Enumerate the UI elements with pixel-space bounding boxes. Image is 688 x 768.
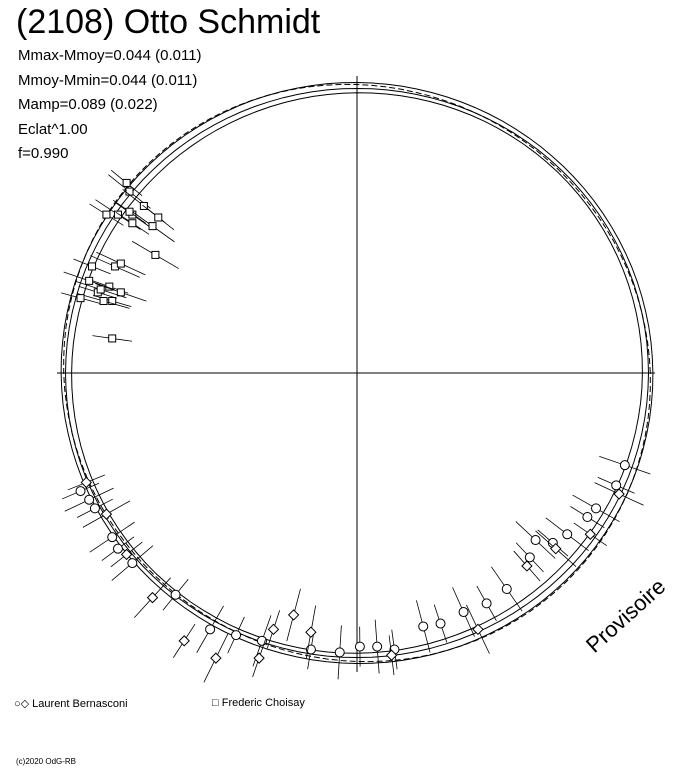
data-point [385,635,398,676]
data-point [305,629,316,670]
legend-symbol-square: □ [212,697,219,709]
data-point [515,542,544,573]
curve-fit [63,83,651,663]
data-point [92,334,133,343]
data-point [545,517,589,552]
data-point [63,271,115,291]
data-point [142,204,175,231]
data-point [572,494,620,523]
data-point [77,293,130,309]
data-point [535,530,577,567]
stat-eclat: Eclat^1.00 [18,120,88,138]
data-point [196,605,224,653]
legend-symbol-circle-diamond: ○◇ [14,698,30,710]
legend-label-bernasconi: Laurent Bernasconi [32,698,128,710]
data-point [372,619,383,674]
data-point [452,587,475,637]
data-point [131,240,179,269]
data-point [599,455,651,475]
curve-mean [64,87,650,659]
data-point [89,203,124,226]
data-point [110,169,143,196]
data-point [491,566,523,612]
data-point [513,550,541,582]
data-point [92,294,132,308]
stat-mamp: Mamp=0.089 (0.022) [18,96,158,113]
data-point [476,585,497,622]
stat-mmax-mmoy: Mmax-Mmoy=0.044 (0.011) [18,47,202,64]
legend-label-choisay: Frederic Choisay [221,697,305,709]
data-point [73,258,111,275]
data-point [76,498,113,518]
data-point [305,605,317,659]
data-point [101,536,135,561]
stat-f: f=0.990 [18,145,69,162]
stat-mmoy-mmin: Mmoy-Mmin=0.044 (0.011) [18,71,198,89]
data-point [597,477,635,494]
data-point [110,541,143,568]
copyright-notice: (c)2020 OdG-RB [16,757,77,766]
data-point [266,610,281,649]
stats-panel: Mmax-Mmoy=0.044 (0.011) Mmoy-Mmin=0.044 … [18,44,202,167]
data-point [89,521,135,553]
data-point [61,482,100,500]
legend-entry-bernasconi: ○◇ Laurent Bernasconi [14,697,128,710]
data-point [227,616,245,654]
data-point [61,292,100,304]
data-point [112,199,147,224]
data-point [173,623,196,658]
data-point [286,588,301,642]
data-point [594,482,644,506]
data-point [515,521,556,559]
data-point [466,604,490,654]
data-point [433,604,448,643]
model-curves [60,81,654,665]
legend-entry-choisay: □ Frederic Choisay [212,697,305,709]
chart-title: (2108) Otto Schmidt [16,3,321,41]
data-point [90,255,140,278]
curve-max [60,81,654,665]
data-point [354,626,365,667]
data-point [64,487,114,512]
data-point [67,474,105,491]
data-point [573,522,607,546]
data-point [111,545,154,581]
data-point [130,210,175,243]
data-point [82,500,131,528]
data-point [96,251,146,276]
data-point [134,577,171,618]
curve-min [71,92,643,654]
data-point [74,280,127,299]
data-point [115,211,150,235]
data-point [389,629,400,670]
data-point [203,633,229,683]
data-point [570,506,605,528]
data-point [334,625,345,680]
data-points [61,169,651,683]
data-point [252,639,266,678]
data-point [162,579,189,611]
data-point [416,600,431,653]
